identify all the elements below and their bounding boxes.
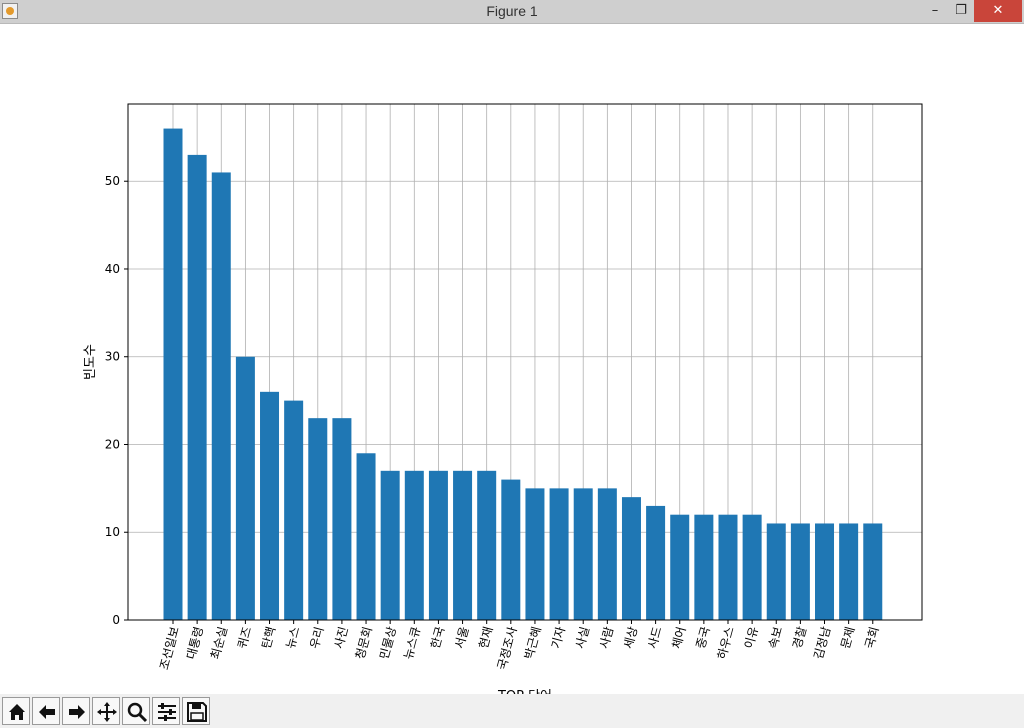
close-button[interactable]: ✕ [974,0,1022,22]
back-icon [39,705,55,719]
bar [815,523,835,620]
y-tick-label: 50 [105,174,120,188]
zoom-icon [127,702,148,723]
bar [718,514,738,620]
x-tick-label: 사진 [332,625,351,650]
x-tick-label: 탄핵 [259,625,278,650]
x-tick-label: 사드 [645,625,664,650]
bar [284,400,304,620]
x-tick-label: 한국 [428,625,447,650]
configure-subplots-button[interactable] [152,697,180,725]
window-titlebar: Figure 1 – ❐ ✕ [0,0,1024,24]
x-tick-label: 서울 [452,625,471,650]
x-tick-label: 경찰 [790,625,809,650]
x-tick-label: 조선일보 [157,625,182,671]
bar [308,418,328,620]
bar [525,488,545,620]
bar [597,488,617,620]
x-tick-label: 이유 [742,625,761,650]
save-icon [187,702,207,722]
back-button[interactable] [32,697,60,725]
bar [404,470,424,620]
x-tick-label: 체어 [669,625,688,650]
bar [670,514,690,620]
figure-canvas: 0 10 20 30 40 50 조선일보 대통령 최순실 퀴즈 탄핵 뉴스 우리 사진 청문회 민물상 뉴스큐… [0,24,1024,694]
y-tick-label: 0 [112,613,120,627]
bar [549,488,569,620]
x-tick-label: 세상 [621,625,640,650]
bar [356,453,376,620]
pan-button[interactable] [92,697,120,725]
x-tick-label: 뉴스큐 [401,625,423,661]
x-tick-label: 속보 [766,625,785,650]
y-tick-label: 20 [105,437,120,451]
minimize-button[interactable]: – [931,3,939,18]
bar [187,154,207,621]
bar-chart: 0 10 20 30 40 50 조선일보 대통령 최순실 퀴즈 탄핵 뉴스 우리 사진 청문회 민물상 뉴스큐… [83,103,923,694]
y-axis-label: 빈도수 [83,344,98,380]
bar [766,523,786,620]
bar [742,514,762,620]
bar [235,356,255,620]
x-tick-label: 하우스 [715,625,737,661]
y-tick-label: 30 [105,350,120,364]
bar [573,488,593,620]
x-tick-label: 청문회 [353,625,375,661]
x-tick-label: 중국 [694,625,713,650]
y-tick-label: 10 [105,525,120,539]
home-button[interactable] [2,697,30,725]
home-icon [9,704,25,720]
x-tick-label: 박근혜 [522,625,544,661]
bar [453,470,473,620]
bar [694,514,714,620]
bar [477,470,497,620]
save-button[interactable] [182,697,210,725]
y-tick-label: 40 [105,262,120,276]
bar [211,172,231,620]
bar [839,523,859,620]
bar [790,523,810,620]
x-tick-label: 현재 [476,625,495,650]
x-tick-label: 국회 [862,625,881,650]
configure-subplots-icon [158,703,176,721]
plot-frame [127,103,923,621]
bar [863,523,883,620]
bar [428,470,448,620]
bar [646,505,666,620]
x-tick-label: 대통령 [184,625,206,661]
x-tick-label: 김정남 [811,625,833,661]
x-tick-label: 기자 [549,625,568,650]
x-tick-label: 뉴스 [283,625,302,650]
bar [332,418,352,620]
x-tick-label: 우리 [307,625,326,650]
zoom-button[interactable] [122,697,150,725]
x-tick-label: 국정조사 [495,625,520,671]
bar [380,470,400,620]
maximize-button[interactable]: ❐ [955,3,967,18]
app-icon [2,3,18,19]
x-tick-label: 사람 [597,625,616,650]
pan-icon [97,702,117,722]
forward-button[interactable] [62,697,90,725]
bar [260,391,280,620]
x-tick-label: 최순실 [208,625,230,661]
window-title: Figure 1 [486,3,538,19]
x-tick-label: 퀴즈 [235,625,254,650]
forward-icon [69,705,85,719]
bar [163,128,183,621]
navigation-toolbar [0,694,1024,728]
x-axis-label: TOP 단어 [497,689,552,694]
bar [501,479,521,620]
bar [621,497,641,620]
x-tick-label: 사실 [573,625,592,650]
x-tick-label: 문제 [838,625,857,650]
x-tick-label: 민물상 [377,625,399,661]
